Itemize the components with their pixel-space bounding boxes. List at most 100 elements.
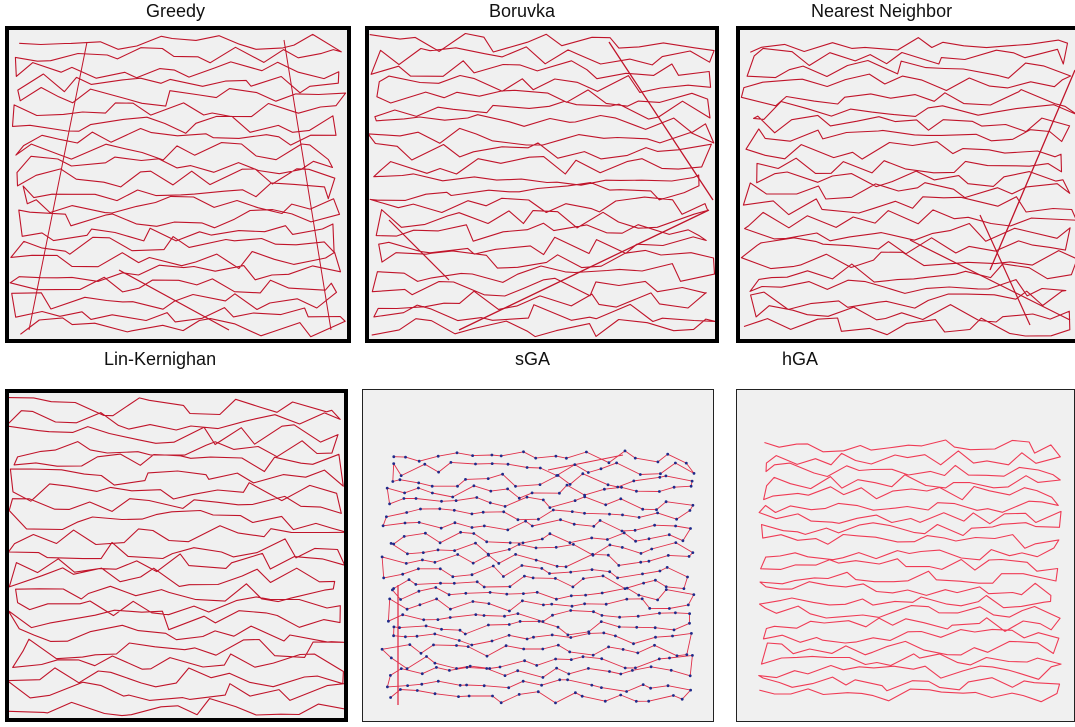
city-node <box>667 533 671 537</box>
city-node <box>599 620 603 623</box>
tour-path <box>381 450 695 704</box>
city-node <box>456 553 460 556</box>
city-node <box>621 648 625 651</box>
city-node <box>506 487 509 491</box>
city-node <box>686 603 690 607</box>
city-node <box>642 581 645 585</box>
city-node <box>675 517 678 521</box>
route-plot-greedy <box>9 33 347 338</box>
city-node <box>592 610 595 614</box>
route-plot-nearest-neighbor <box>740 37 1075 337</box>
city-node <box>669 668 673 672</box>
tour-path <box>369 32 715 338</box>
city-node <box>524 519 527 523</box>
city-node <box>637 516 641 519</box>
city-node <box>507 633 511 637</box>
city-node <box>414 497 418 500</box>
tour-path <box>9 397 344 717</box>
city-node <box>431 491 434 495</box>
city-node <box>485 667 489 670</box>
city-node <box>485 540 489 544</box>
city-node <box>504 644 508 648</box>
city-node <box>688 621 691 625</box>
city-node <box>472 484 476 488</box>
city-node <box>437 470 440 474</box>
city-node <box>682 587 686 590</box>
city-node <box>554 701 557 705</box>
city-node <box>471 600 475 603</box>
city-node <box>538 483 542 486</box>
long-crossing-edge <box>388 219 450 281</box>
city-node <box>632 642 635 646</box>
city-node <box>541 676 545 679</box>
city-node <box>587 632 591 635</box>
city-node <box>638 473 642 476</box>
city-node <box>606 483 610 487</box>
city-node <box>572 543 575 546</box>
city-node <box>666 554 670 557</box>
city-node <box>421 558 424 562</box>
city-node <box>403 491 406 495</box>
city-node <box>414 583 418 586</box>
city-node <box>481 510 485 514</box>
city-node <box>568 541 572 545</box>
city-node <box>391 480 395 483</box>
city-node <box>566 678 569 682</box>
city-node <box>619 693 623 697</box>
tour-path <box>758 439 1062 703</box>
panel-hga <box>736 389 1075 722</box>
city-node <box>608 512 611 516</box>
city-node <box>542 603 545 607</box>
city-node <box>415 689 419 692</box>
city-node <box>517 693 521 696</box>
city-node <box>548 572 551 575</box>
city-node <box>420 672 424 676</box>
city-node <box>664 500 668 504</box>
route-plot-hga <box>758 439 1062 703</box>
city-node <box>485 654 489 658</box>
city-node <box>550 602 554 606</box>
city-node <box>402 497 406 500</box>
city-node <box>470 512 474 516</box>
city-node <box>666 452 670 456</box>
city-node <box>389 542 393 545</box>
city-node <box>554 545 558 549</box>
city-node <box>569 594 573 598</box>
city-node <box>405 511 409 514</box>
city-node <box>530 524 534 528</box>
city-node <box>550 633 554 637</box>
city-node <box>590 536 594 540</box>
city-node <box>482 684 486 688</box>
city-node <box>417 521 421 524</box>
city-node <box>665 566 669 569</box>
city-node <box>690 632 693 635</box>
route-plot-boruvka <box>369 32 715 338</box>
route-plot-sga <box>380 449 696 705</box>
city-node <box>432 643 435 647</box>
city-node <box>467 694 471 698</box>
city-node <box>449 607 452 611</box>
city-node <box>406 684 409 687</box>
city-node <box>664 474 668 478</box>
city-node <box>620 529 624 533</box>
city-node <box>657 657 661 661</box>
city-node <box>466 645 470 648</box>
city-node <box>417 567 420 571</box>
city-node <box>448 669 451 672</box>
city-node <box>465 683 468 687</box>
city-node <box>521 679 525 683</box>
city-node <box>600 614 604 617</box>
tour-path <box>740 37 1075 337</box>
city-node <box>392 455 396 459</box>
city-node <box>583 602 586 606</box>
city-node <box>417 486 420 490</box>
city-node <box>641 572 644 576</box>
city-node <box>606 538 609 541</box>
city-node <box>672 485 676 489</box>
city-node <box>567 672 571 676</box>
city-node <box>474 613 478 616</box>
city-node <box>614 634 617 638</box>
city-node <box>440 627 443 631</box>
city-node <box>615 461 618 465</box>
city-node <box>603 699 607 703</box>
